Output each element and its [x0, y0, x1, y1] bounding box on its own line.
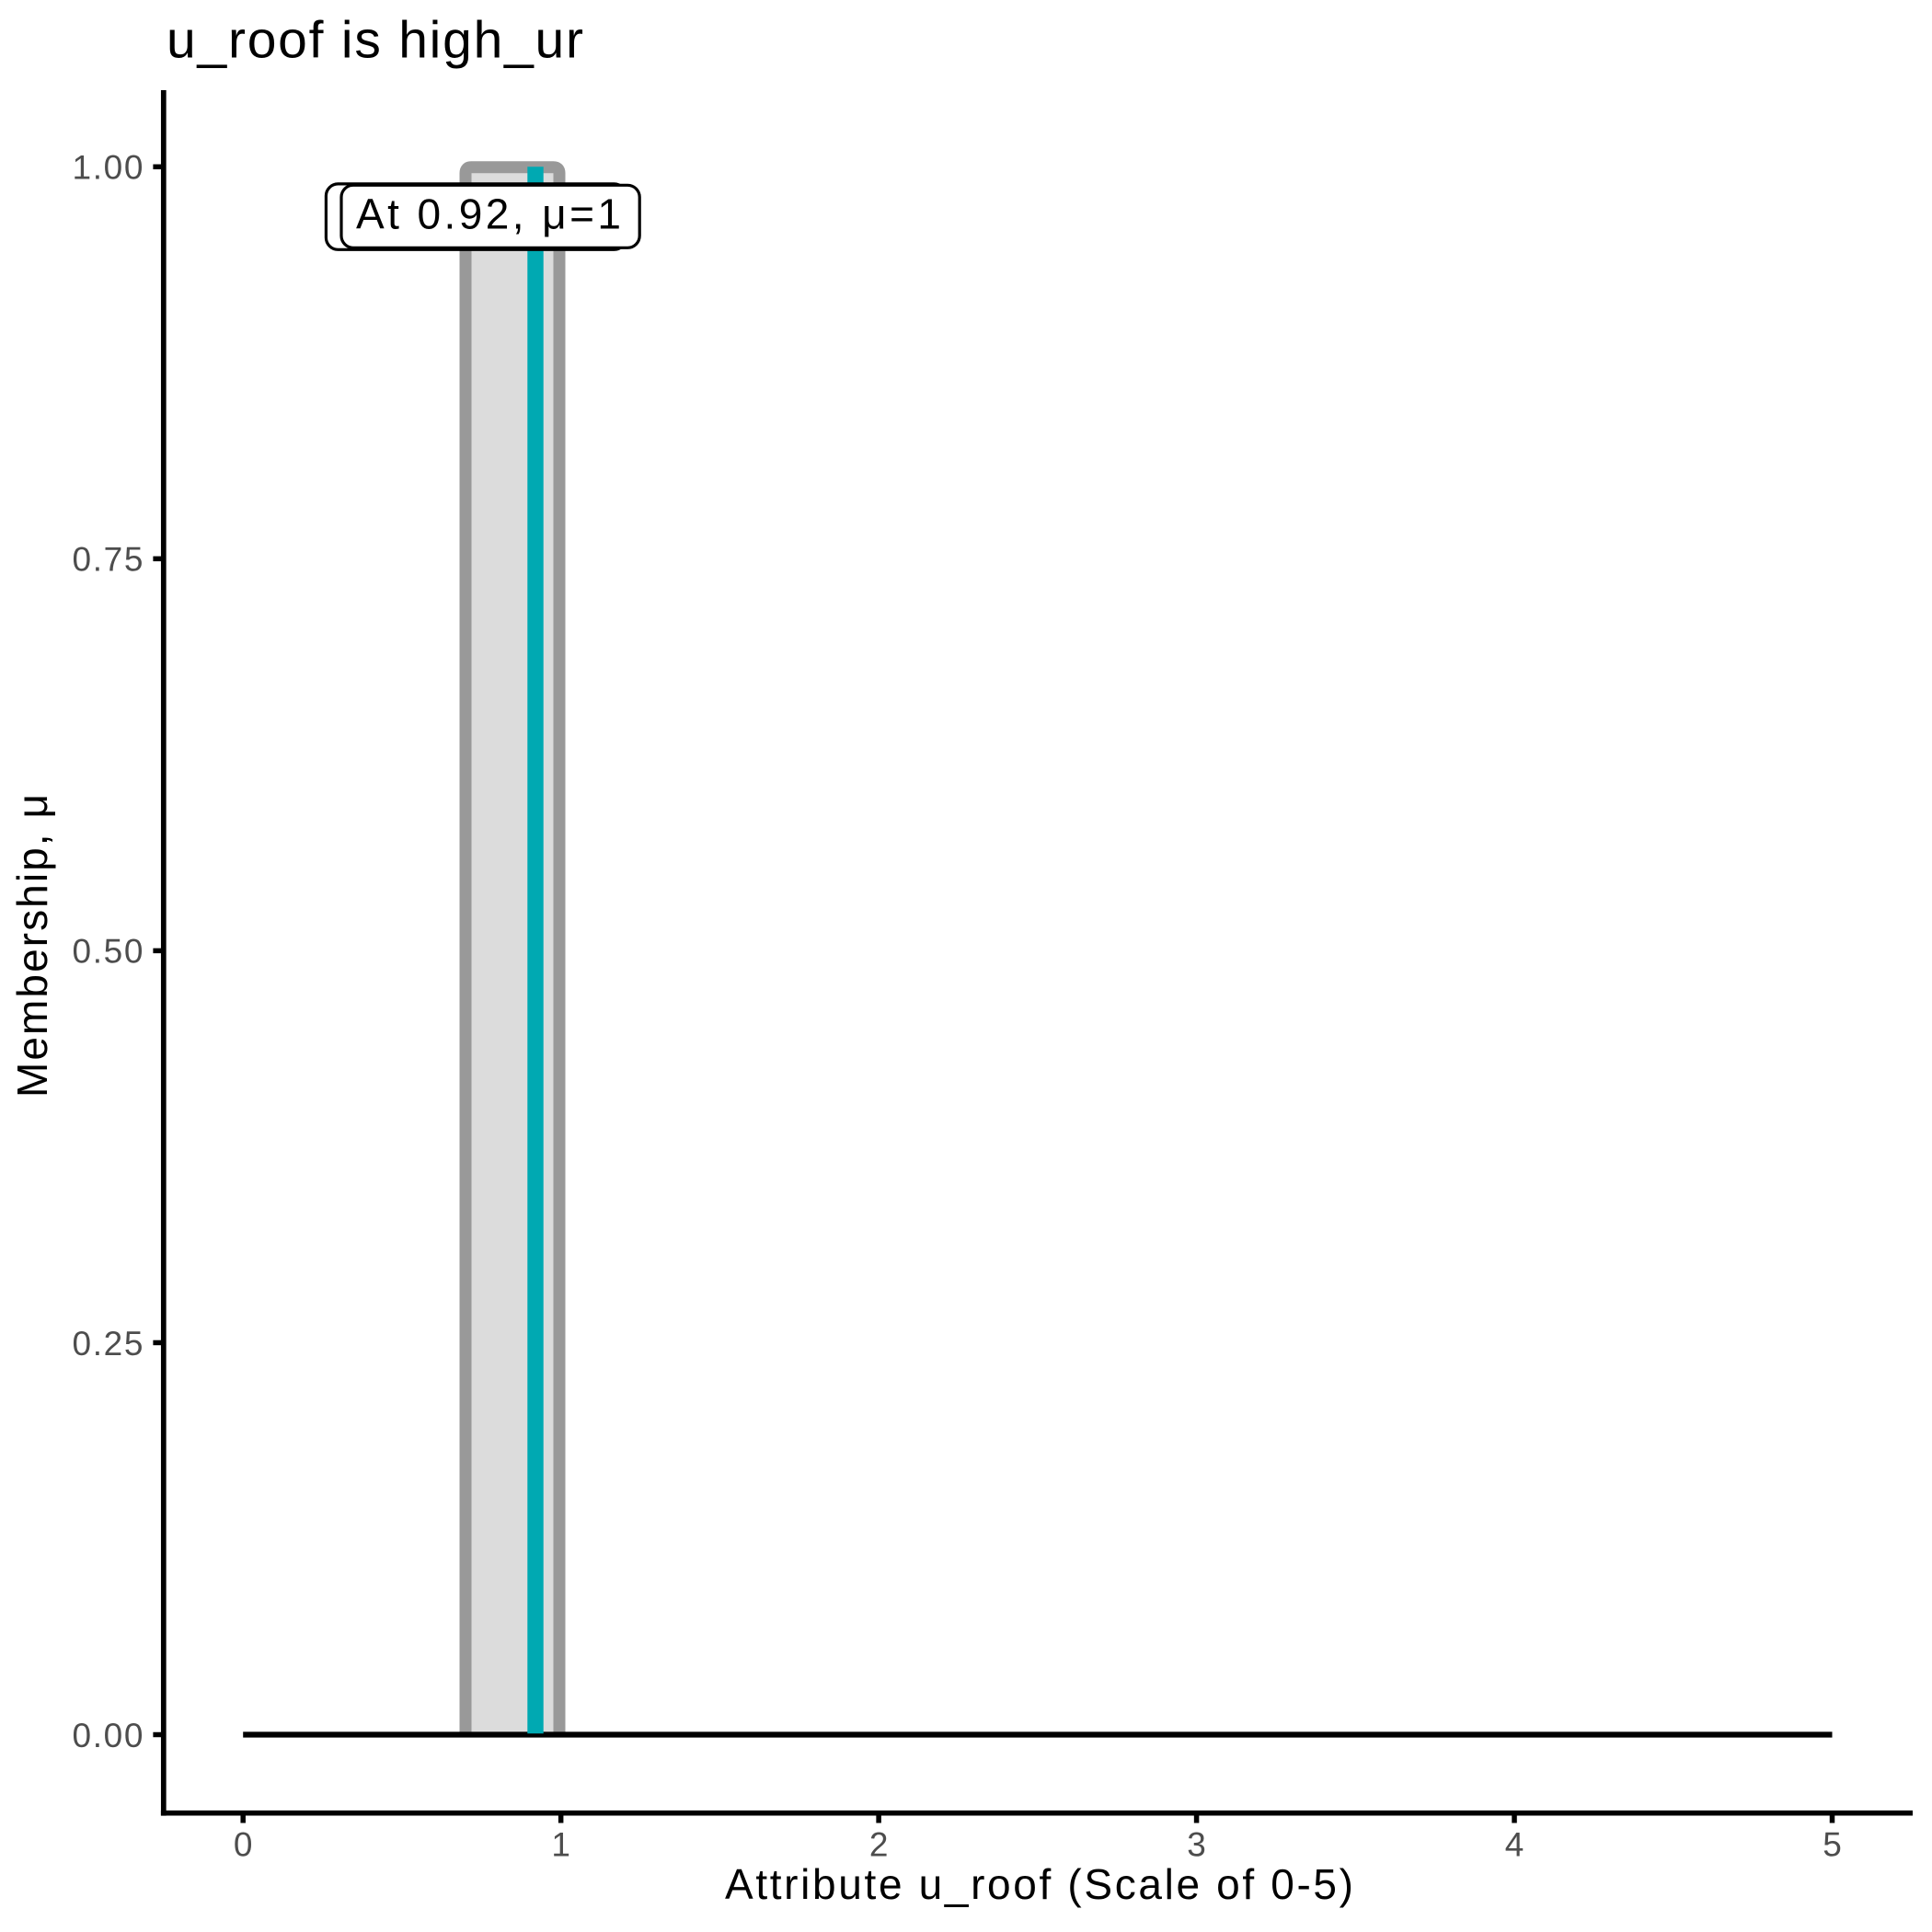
svg-text:0: 0	[234, 1826, 253, 1864]
svg-text:1: 1	[551, 1826, 570, 1864]
svg-text:5: 5	[1823, 1826, 1842, 1864]
svg-text:3: 3	[1187, 1826, 1206, 1864]
svg-text:At 0.92, μ=1: At 0.92, μ=1	[356, 190, 621, 238]
svg-text:Attribute u_roof (Scale of 0-5: Attribute u_roof (Scale of 0-5)	[725, 1860, 1353, 1908]
svg-text:0.00: 0.00	[73, 1717, 144, 1754]
svg-text:0.75: 0.75	[73, 541, 144, 579]
svg-text:0.25: 0.25	[73, 1325, 144, 1363]
svg-text:4: 4	[1505, 1826, 1524, 1864]
svg-text:2: 2	[869, 1826, 889, 1864]
svg-text:0.50: 0.50	[73, 933, 144, 971]
svg-text:Membership, μ: Membership, μ	[8, 794, 56, 1098]
svg-text:1.00: 1.00	[73, 149, 144, 187]
svg-text:u_roof is high_ur: u_roof is high_ur	[167, 11, 583, 70]
